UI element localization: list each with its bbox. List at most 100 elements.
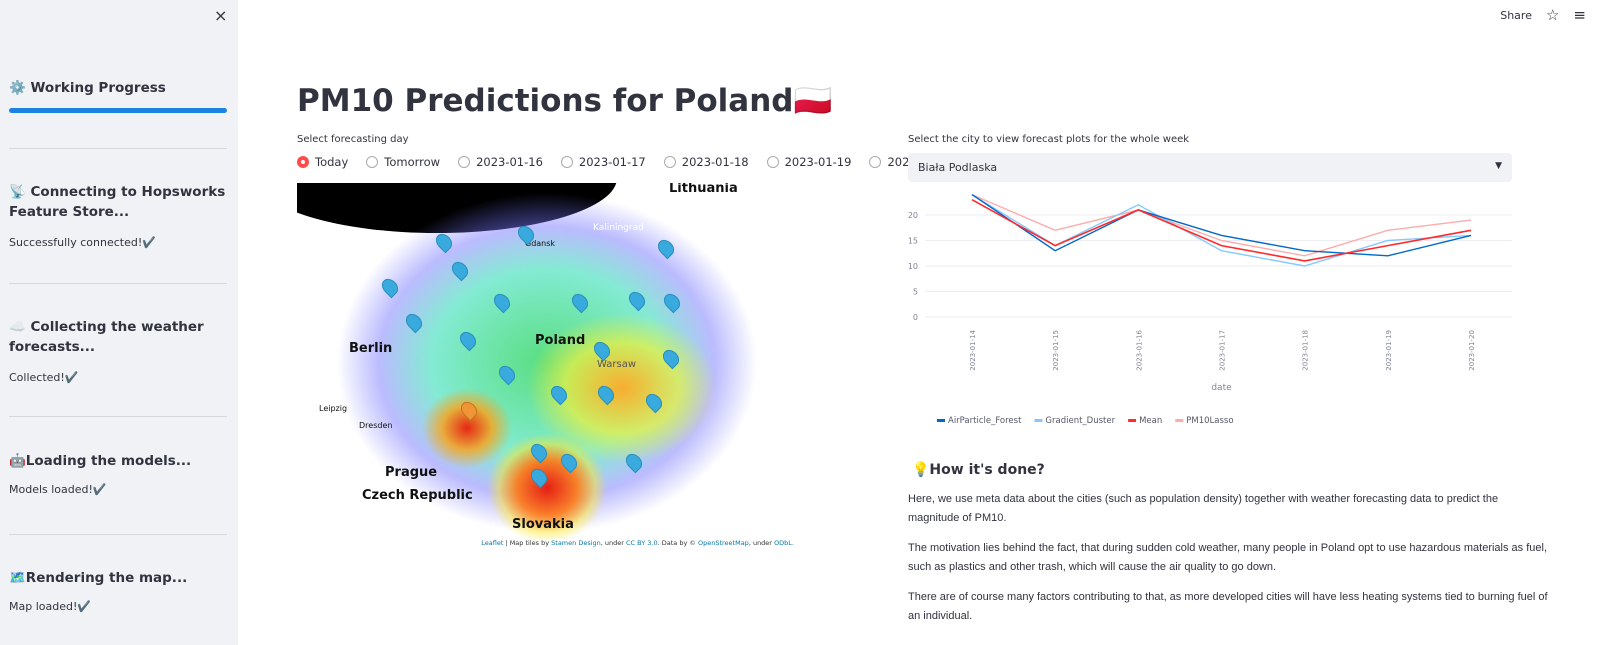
divider bbox=[9, 534, 227, 535]
map-label: Berlin bbox=[349, 341, 393, 356]
step-models: 🤖Loading the models... Models loaded!✔️ bbox=[9, 451, 227, 496]
radio-2023-01-19[interactable]: 2023-01-19 bbox=[766, 155, 852, 169]
legend-label[interactable]: Gradient_Duster bbox=[1045, 416, 1115, 426]
step-weather: ☁️ Collecting the weather forecasts... Co… bbox=[9, 317, 227, 384]
day-select-label: Select forecasting day bbox=[297, 134, 409, 145]
radio-dot[interactable] bbox=[560, 156, 573, 168]
x-tick-label: 2023-01-17 bbox=[1219, 330, 1227, 371]
city-select[interactable]: Biała Podlaska ▼ bbox=[908, 153, 1512, 182]
attr-text: , under bbox=[748, 539, 775, 547]
progress-bar bbox=[9, 108, 227, 113]
map-attribution: Leaflet | Map tiles by Stamen Design, un… bbox=[479, 539, 796, 547]
stamen-link[interactable]: Stamen Design bbox=[551, 539, 601, 547]
x-tick-label: 2023-01-18 bbox=[1302, 330, 1310, 371]
step-map: 🗺️Rendering the map... Map loaded!✔️ bbox=[9, 568, 227, 613]
paragraph: Here, we use meta data about the cities … bbox=[908, 493, 1499, 524]
radio-today[interactable]: Today bbox=[297, 155, 348, 169]
city-select-value: Biała Podlaska bbox=[918, 161, 998, 174]
radio-dot[interactable] bbox=[297, 156, 309, 168]
series-line-PM10Lasso bbox=[971, 193, 1472, 257]
radio-dot[interactable] bbox=[766, 156, 779, 168]
radio-label: 2023-01-17 bbox=[578, 155, 646, 169]
step-status: Map loaded!✔️ bbox=[9, 600, 92, 613]
x-tick-label: 2023-01-20 bbox=[1468, 330, 1476, 371]
map-label: Dresden bbox=[359, 421, 393, 430]
legend-swatch bbox=[1034, 419, 1043, 422]
map-label: Poland bbox=[535, 333, 586, 348]
step-title: 📡 Connecting to Hopsworks Feature Store.… bbox=[9, 184, 226, 220]
map-label: Warsaw bbox=[597, 359, 637, 370]
radio-dot[interactable] bbox=[366, 156, 379, 168]
paragraph: There are of course many factors contrib… bbox=[908, 591, 1548, 622]
radio-2023-01-16[interactable]: 2023-01-16 bbox=[458, 155, 543, 169]
radio-2023-01-17[interactable]: 2023-01-17 bbox=[560, 155, 646, 169]
radio-label: 2023-01-18 bbox=[681, 155, 749, 169]
step-title: ☁️ Collecting the weather forecasts... bbox=[9, 319, 204, 355]
attr-text: , under bbox=[600, 539, 627, 547]
y-tick-label: 20 bbox=[908, 211, 918, 220]
radio-dot[interactable] bbox=[458, 156, 471, 168]
x-tick-label: 2023-01-19 bbox=[1385, 330, 1393, 371]
radio-tomorrow[interactable]: Tomorrow bbox=[366, 155, 440, 169]
legend-swatch bbox=[1128, 419, 1137, 422]
x-axis-label: date bbox=[1211, 383, 1232, 393]
radio-label: 2023-01-19 bbox=[784, 155, 852, 169]
close-sidebar-icon[interactable]: × bbox=[214, 6, 228, 25]
radio-label: 2023-01-16 bbox=[476, 155, 543, 169]
step-status: Collected!✔️ bbox=[9, 371, 79, 384]
x-tick-label: 2023-01-16 bbox=[1135, 329, 1143, 370]
map-label: Prague bbox=[385, 465, 438, 480]
osm-link[interactable]: OpenStreetMap bbox=[697, 539, 749, 547]
y-tick-label: 0 bbox=[913, 313, 918, 322]
day-radio-group: Today Tomorrow 2023-01-16 2023-01-17 202… bbox=[297, 155, 954, 169]
radio-label: Tomorrow bbox=[384, 155, 441, 169]
y-tick-label: 5 bbox=[913, 288, 918, 297]
how-heading: 💡How it's done? bbox=[912, 462, 1045, 478]
legend-label[interactable]: Mean bbox=[1139, 416, 1162, 426]
paragraph: The motivation lies behind the fact, tha… bbox=[908, 542, 1548, 573]
city-select-label: Select the city to view forecast plots f… bbox=[908, 134, 1190, 145]
caret-down-icon: ▼ bbox=[1495, 161, 1502, 171]
radio-dot[interactable] bbox=[663, 156, 676, 168]
odbl-link[interactable]: ODbL. bbox=[774, 539, 794, 547]
y-tick-label: 15 bbox=[908, 237, 918, 246]
sidebar-title: ⚙️ Working Progress bbox=[9, 80, 166, 96]
map-label: Czech Republic bbox=[362, 488, 473, 503]
top-bar: Share ☆ ≡ bbox=[1500, 0, 1600, 30]
legend-swatch bbox=[937, 419, 945, 422]
step-status: Models loaded!✔️ bbox=[9, 483, 107, 496]
legend-label[interactable]: AirParticle_Forest bbox=[948, 416, 1022, 426]
cc-link[interactable]: CC BY 3.0 bbox=[626, 539, 658, 547]
radio-dot[interactable] bbox=[869, 156, 882, 168]
map-label: Kaliningrad bbox=[593, 223, 644, 233]
divider bbox=[9, 283, 227, 284]
star-icon[interactable]: ☆ bbox=[1545, 6, 1560, 24]
divider bbox=[9, 416, 227, 417]
sidebar: × ⚙️ Working Progress 📡 Connecting to Ho… bbox=[0, 0, 238, 645]
heatmap-map[interactable]: Lithuania Kaliningrad Berlin Poland Wars… bbox=[297, 183, 800, 549]
series-line-Gradient_Duster bbox=[971, 194, 1472, 267]
step-title: 🗺️Rendering the map... bbox=[9, 570, 188, 586]
map-label: Slovakia bbox=[512, 517, 574, 532]
y-tick-label: 10 bbox=[908, 262, 918, 271]
legend-swatch bbox=[1175, 419, 1184, 422]
share-button[interactable]: Share bbox=[1500, 8, 1532, 22]
radio-2023-01-18[interactable]: 2023-01-18 bbox=[663, 155, 749, 169]
working-progress-title: ⚙️ Working Progress bbox=[9, 78, 227, 98]
map-label: Lithuania bbox=[669, 183, 738, 196]
attr-text: | Map tiles by bbox=[503, 539, 552, 547]
how-paragraphs: Here, we use meta data about the cities … bbox=[908, 490, 1548, 626]
step-connect: 📡 Connecting to Hopsworks Feature Store.… bbox=[9, 182, 227, 249]
legend-label[interactable]: PM10Lasso bbox=[1186, 416, 1233, 426]
map-label: Gdansk bbox=[525, 239, 556, 248]
leaflet-link[interactable]: Leaflet bbox=[481, 539, 504, 547]
series-line-Mean bbox=[971, 198, 1472, 262]
series-line-AirParticle_Forest bbox=[971, 194, 1472, 257]
step-status: Successfully connected!✔️ bbox=[9, 236, 156, 249]
step-title: 🤖Loading the models... bbox=[9, 453, 192, 469]
heat-wroclaw bbox=[422, 388, 512, 468]
menu-icon[interactable]: ≡ bbox=[1573, 6, 1586, 24]
forecast-line-chart: 0 5 10 15 20 2023-01-14 2023-01-15 2023-01-16 20… bbox=[908, 193, 1512, 426]
attr-text: . Data by © bbox=[657, 539, 698, 547]
map-label: Leipzig bbox=[319, 404, 348, 413]
